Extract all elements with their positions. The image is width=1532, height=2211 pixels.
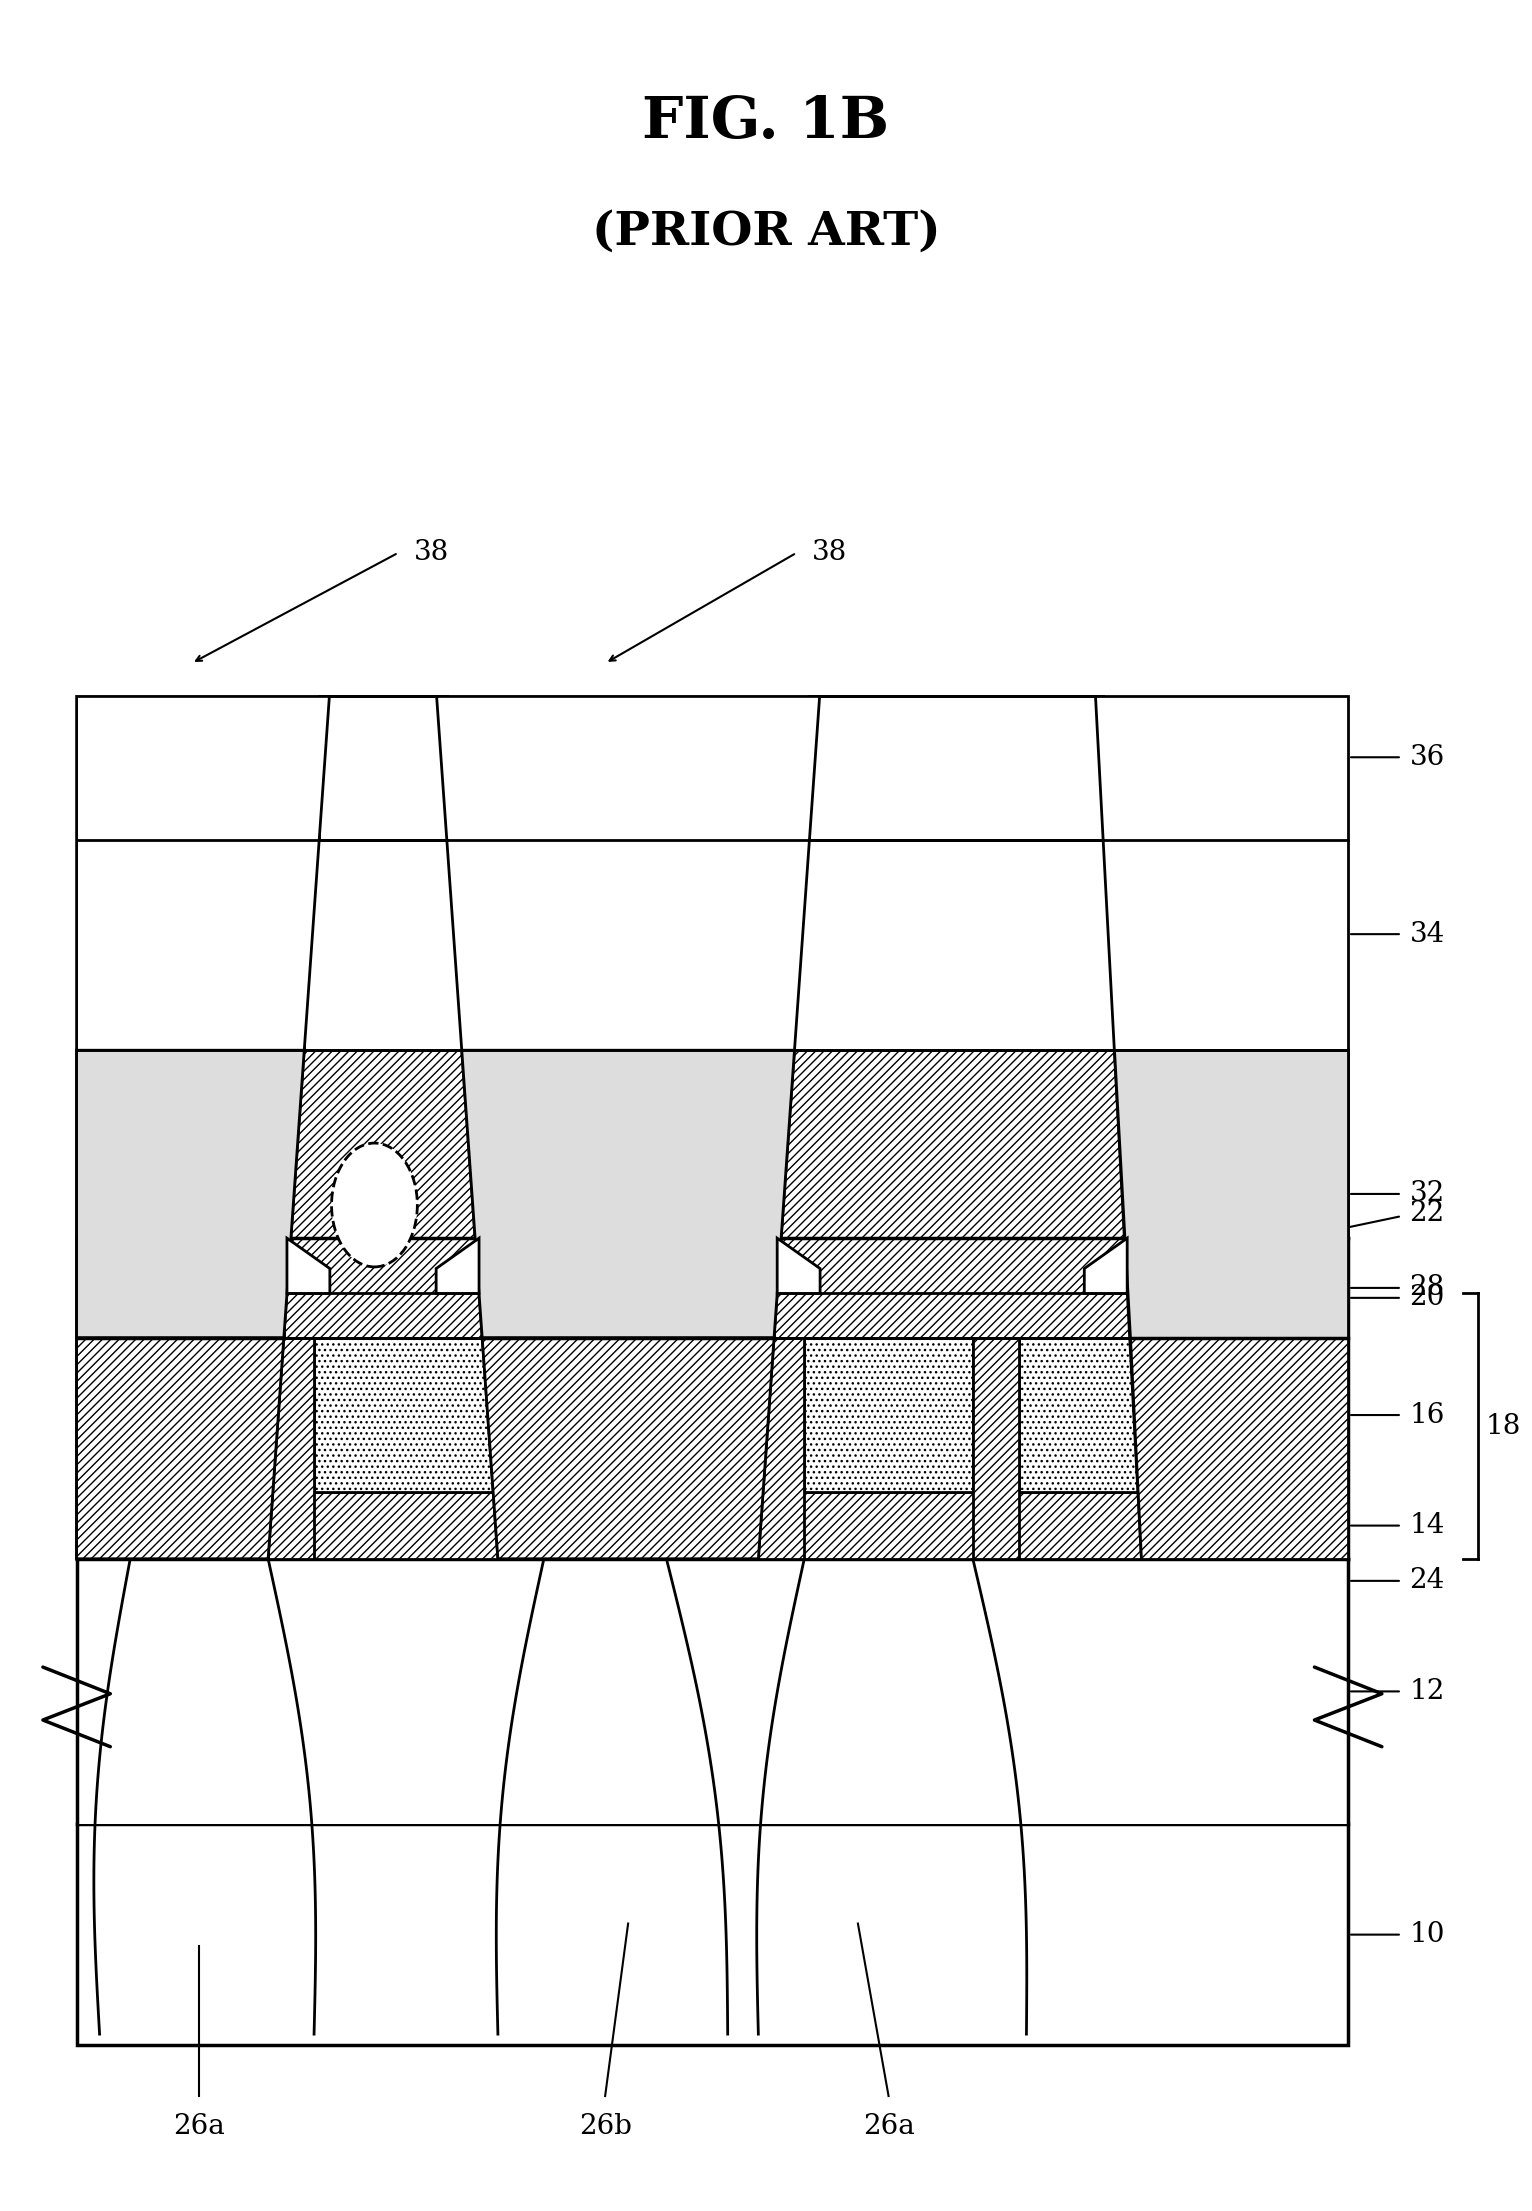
Text: 38: 38 (414, 539, 449, 566)
Text: 16: 16 (1409, 1402, 1445, 1428)
Bar (795, 840, 1114, 1050)
Polygon shape (437, 696, 820, 1559)
Text: 34: 34 (1409, 920, 1445, 949)
Text: 40: 40 (781, 1070, 817, 1097)
Bar (130, 1338, 268, 1492)
Bar (809, 696, 1103, 840)
Bar (77, 1338, 84, 1492)
Bar (544, 1338, 666, 1492)
Text: 24: 24 (1409, 1568, 1445, 1594)
Bar (778, 1238, 1128, 1338)
Text: D: D (348, 1099, 371, 1125)
Text: 20: 20 (1409, 1285, 1445, 1311)
Polygon shape (437, 1238, 480, 1293)
Text: 30: 30 (659, 1413, 694, 1439)
Bar (84, 1293, 130, 1559)
Polygon shape (1085, 1238, 1128, 1293)
Bar (77, 1238, 1348, 1559)
Polygon shape (1095, 696, 1348, 1559)
Bar (804, 1338, 973, 1492)
Bar (774, 1050, 1129, 1338)
Bar (77, 1824, 1348, 2045)
Bar (758, 1293, 804, 1559)
Bar (314, 1338, 498, 1492)
Polygon shape (777, 1238, 820, 1293)
Bar (1187, 1338, 1348, 1492)
Bar (77, 1559, 1348, 1824)
Bar (319, 696, 447, 840)
Bar (77, 1293, 1348, 1338)
Bar (712, 1338, 758, 1492)
Polygon shape (1114, 1050, 1348, 1338)
Bar (1141, 1293, 1187, 1559)
Text: (PRIOR ART): (PRIOR ART) (591, 210, 941, 254)
Polygon shape (77, 1338, 283, 1559)
Bar (498, 1293, 544, 1559)
Bar (283, 1050, 483, 1338)
Text: 10: 10 (1409, 1921, 1445, 1948)
Bar (77, 1492, 1348, 1559)
Text: 26a: 26a (863, 2114, 915, 2140)
Text: 32: 32 (1409, 1181, 1445, 1207)
Text: 18: 18 (1486, 1413, 1521, 1439)
Text: FIG. 1B: FIG. 1B (642, 93, 890, 150)
Polygon shape (286, 1238, 329, 1293)
Polygon shape (77, 696, 329, 1559)
Bar (305, 840, 461, 1050)
Polygon shape (1129, 1338, 1348, 1559)
Text: 14: 14 (1409, 1512, 1445, 1539)
Bar (973, 1293, 1019, 1559)
Text: 38: 38 (812, 539, 847, 566)
Polygon shape (483, 1338, 774, 1559)
Text: 40: 40 (368, 1070, 403, 1097)
Polygon shape (461, 1050, 795, 1338)
Bar (268, 1293, 314, 1559)
Polygon shape (77, 1050, 305, 1338)
Circle shape (331, 1143, 417, 1267)
Text: 12: 12 (1409, 1678, 1445, 1705)
Text: 36: 36 (1409, 743, 1445, 772)
Text: 26b: 26b (579, 2114, 631, 2140)
Bar (288, 1238, 478, 1338)
Text: 28: 28 (1409, 1274, 1445, 1302)
Bar (666, 1293, 712, 1559)
Bar (1019, 1338, 1141, 1492)
Text: 22: 22 (1409, 1201, 1445, 1227)
Text: 26a: 26a (173, 2114, 225, 2140)
